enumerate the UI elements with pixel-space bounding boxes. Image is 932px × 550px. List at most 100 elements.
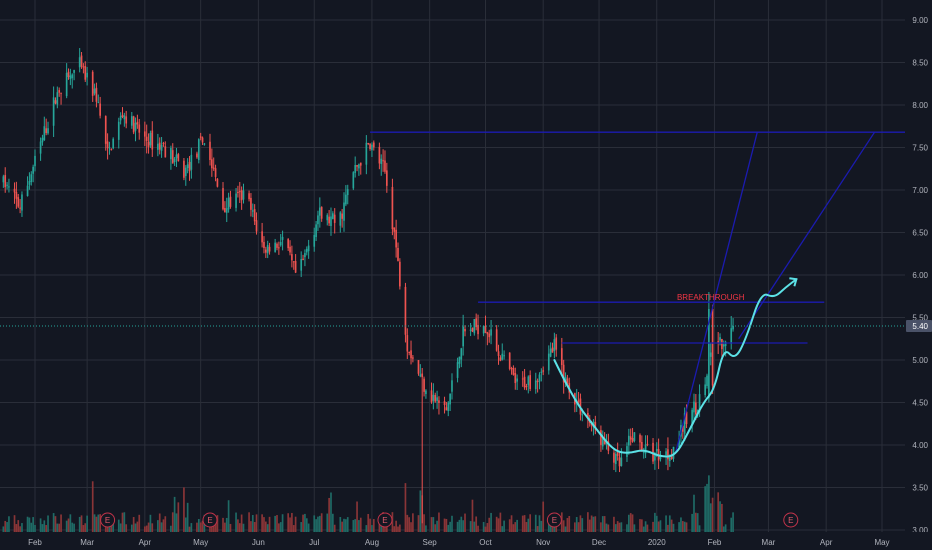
candle-body (667, 449, 669, 460)
time-tick-label: Jun (252, 538, 265, 547)
forecast-path[interactable] (553, 278, 798, 458)
volume-bar (292, 525, 295, 532)
volume-bar (255, 514, 258, 532)
trend-line[interactable] (738, 131, 876, 340)
candle-body (372, 142, 375, 148)
candle-body (276, 243, 278, 248)
volume-bar (451, 515, 453, 532)
volume-bar (406, 514, 409, 532)
volume-bar (730, 517, 733, 532)
volume-bar (627, 514, 630, 532)
drawings[interactable]: BREAKTHROUGH (370, 131, 918, 458)
candle-body (646, 443, 649, 445)
candle-body (536, 380, 539, 383)
volume-bar (410, 522, 412, 532)
volume-bar (358, 520, 360, 532)
volume-bar (6, 522, 8, 532)
candle-body (510, 368, 513, 370)
volume-bar (462, 520, 464, 532)
volume-bar (305, 518, 308, 532)
candle-body (229, 196, 232, 207)
earnings-marker-circle (377, 512, 393, 528)
volume-bar (655, 515, 658, 532)
volume-bar (693, 494, 695, 532)
candle-body (555, 337, 558, 350)
trend-line[interactable] (674, 132, 758, 454)
candle-body (281, 236, 284, 240)
volume-bar (436, 520, 438, 532)
candle-body (8, 186, 10, 188)
volume-bar (605, 523, 608, 532)
time-axis[interactable]: Feb Mar Apr May Jun Jul Aug Sep Oct Nov Dec 2020 Feb… (0, 532, 932, 550)
candle-body (722, 344, 725, 347)
candle-body (538, 374, 541, 382)
volume-bar (568, 515, 571, 532)
volume-bar (97, 514, 100, 532)
candle-body (28, 181, 31, 185)
last-price-badge (906, 320, 932, 332)
candle-body (274, 242, 276, 252)
volume-bar (652, 521, 654, 532)
volume-bar (32, 517, 34, 532)
volume-bar (201, 520, 204, 532)
candle-body (490, 329, 492, 336)
volume-bar (508, 519, 511, 532)
volume-bar (365, 525, 368, 532)
candle-body (125, 116, 128, 124)
candle-body (91, 71, 94, 96)
candle-body (318, 207, 321, 216)
volume-bar (125, 524, 128, 532)
volume-bar (132, 517, 135, 532)
volume-bar (8, 516, 10, 532)
candle-body (138, 124, 141, 133)
earnings-marker-label: E (105, 516, 110, 525)
volume-bar (346, 517, 349, 532)
candle-body (600, 430, 602, 445)
volume-bar (473, 521, 476, 532)
volume-bar (614, 524, 617, 532)
earnings-marker-circle (546, 512, 562, 528)
volume-bar (134, 523, 137, 532)
volume-bar (708, 475, 710, 532)
candle-body (356, 165, 358, 167)
price-tick-label: 6.00 (912, 271, 928, 280)
candle-body (266, 245, 269, 254)
volume-bar (117, 519, 120, 532)
earnings-marker-circle (202, 512, 218, 528)
volume-bar (158, 513, 161, 532)
candle-body (371, 144, 373, 151)
candle-body (58, 90, 61, 93)
candle-body (203, 143, 206, 145)
candle-body (199, 136, 202, 138)
candle-body (45, 128, 48, 134)
volume-bar (341, 521, 343, 532)
breakthrough-label[interactable]: BREAKTHROUGH (677, 293, 745, 302)
forecast-arrowhead[interactable] (789, 277, 798, 287)
candle-body (2, 176, 5, 183)
volume-bar (30, 522, 33, 532)
price-axis[interactable]: 3.00 3.50 4.00 4.50 5.00 5.50 6.00 6.50 7.00 7.50… (905, 0, 932, 550)
earnings-marker[interactable]: E (100, 512, 116, 528)
candle-body (160, 144, 163, 151)
volume-bar (162, 519, 165, 532)
volume-bar (607, 524, 610, 532)
volume-bar (175, 513, 178, 532)
volume-bar (408, 517, 411, 532)
candle-body (613, 452, 615, 463)
candle-body (222, 188, 224, 210)
candle-body (354, 165, 357, 173)
volume-bar (711, 497, 714, 532)
earnings-marker[interactable]: E (202, 512, 218, 528)
earnings-marker[interactable]: E (377, 512, 393, 528)
volume-bar (253, 522, 256, 532)
candle-body (268, 246, 271, 252)
candle-body (393, 227, 396, 232)
volume-bar (332, 513, 334, 532)
candle-body (380, 158, 383, 165)
earnings-marker[interactable]: E (546, 512, 562, 528)
earnings-marker[interactable]: E (783, 512, 799, 528)
volume-bar (633, 524, 636, 532)
volume-bar (721, 503, 723, 532)
